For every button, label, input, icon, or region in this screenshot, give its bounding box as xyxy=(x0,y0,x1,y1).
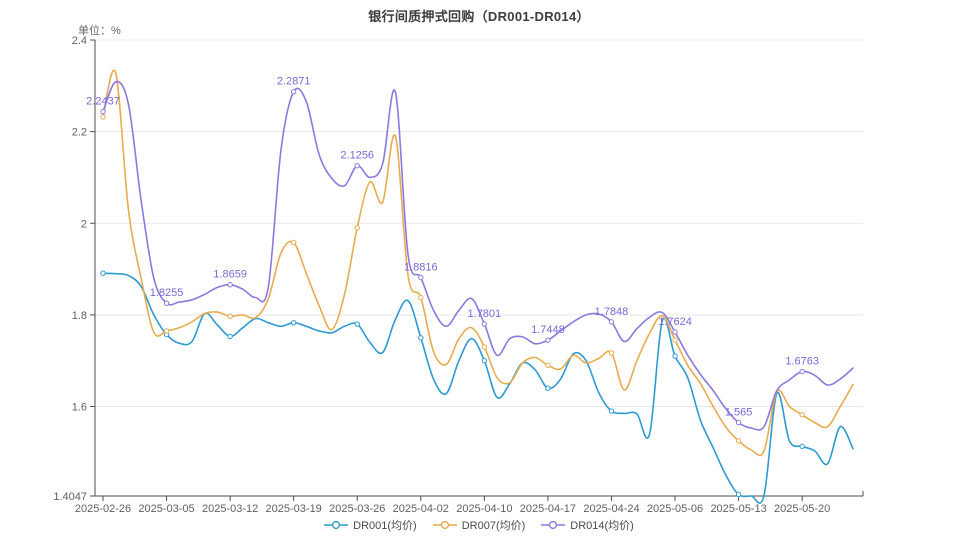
value-annotation: 1.8659 xyxy=(213,269,247,281)
data-point-marker-dr007[interactable] xyxy=(735,438,742,444)
value-annotation: 2.2871 xyxy=(277,76,311,88)
y-axis-tick-label: 1.4047 xyxy=(53,491,87,503)
value-annotation: 1.565 xyxy=(725,407,753,419)
data-point-marker-dr014[interactable] xyxy=(418,274,424,281)
data-point-marker-dr001[interactable] xyxy=(672,353,678,359)
x-axis-tick-label: 2025-05-06 xyxy=(647,503,703,515)
data-point-marker-dr001[interactable] xyxy=(481,358,488,364)
data-point-marker-dr014[interactable] xyxy=(672,329,678,335)
x-axis-tick-label: 2025-03-12 xyxy=(202,503,258,515)
data-point-marker-dr007[interactable] xyxy=(163,328,170,334)
data-point-marker-dr007[interactable] xyxy=(290,239,297,246)
legend-item-dr007[interactable]: DR007(均价) xyxy=(432,517,526,533)
series-line-dr014 xyxy=(102,80,854,431)
data-point-marker-dr001[interactable] xyxy=(608,408,615,414)
data-point-marker-dr007[interactable] xyxy=(799,412,805,418)
unit-label: 单位：% xyxy=(78,25,121,37)
data-point-marker-dr007[interactable] xyxy=(672,337,678,343)
series-line-dr007 xyxy=(102,69,854,457)
value-annotation: 1.6763 xyxy=(785,356,819,368)
x-axis-tick-label: 2025-04-10 xyxy=(456,503,512,515)
x-axis-tick-label: 2025-02-26 xyxy=(75,503,131,515)
data-point-marker-dr014[interactable] xyxy=(227,281,233,288)
data-point-marker-dr014[interactable] xyxy=(163,300,170,306)
y-axis-tick-label: 1.6 xyxy=(72,402,87,414)
x-axis-tick-label: 2025-05-20 xyxy=(774,503,830,515)
data-point-marker-dr014[interactable] xyxy=(290,89,297,95)
data-point-marker-dr014[interactable] xyxy=(799,368,805,375)
value-annotation: 1.7801 xyxy=(468,308,502,320)
data-point-marker-dr007[interactable] xyxy=(227,313,233,319)
data-point-marker-dr014[interactable] xyxy=(354,163,360,169)
legend-line-circle-icon xyxy=(541,520,566,530)
data-point-marker-dr007[interactable] xyxy=(100,114,106,120)
data-point-marker-dr001[interactable] xyxy=(418,335,424,341)
value-annotation: 2.1256 xyxy=(340,150,374,162)
data-point-marker-dr001[interactable] xyxy=(545,385,551,391)
value-annotation: 1.8255 xyxy=(150,287,184,299)
value-annotation: 1.7848 xyxy=(595,306,629,318)
legend-item-dr001[interactable]: DR001(均价) xyxy=(324,517,417,533)
legend-line-circle-icon xyxy=(432,520,457,530)
data-point-marker-dr001[interactable] xyxy=(290,319,297,326)
y-axis-tick-label: 1.8 xyxy=(72,310,87,322)
data-point-marker-dr014[interactable] xyxy=(608,319,615,325)
legend-label: DR007(均价) xyxy=(461,520,526,532)
x-axis-tick-label: 2025-04-24 xyxy=(583,503,639,515)
value-annotation: 2.2437 xyxy=(86,96,120,108)
legend-label: DR001(均价) xyxy=(353,520,417,532)
data-point-marker-dr014[interactable] xyxy=(545,337,551,343)
data-point-marker-dr007[interactable] xyxy=(481,344,488,350)
legend-item-dr014[interactable]: DR014(均价) xyxy=(541,517,634,533)
data-point-marker-dr007[interactable] xyxy=(354,225,360,231)
y-axis-tick-label: 2.4 xyxy=(72,35,87,47)
data-point-marker-dr007[interactable] xyxy=(418,294,424,301)
legend-line-circle-icon xyxy=(324,520,349,530)
data-point-marker-dr014[interactable] xyxy=(735,419,742,426)
value-annotation: 1.7448 xyxy=(531,324,565,336)
value-annotation: 1.7624 xyxy=(658,316,692,328)
data-point-marker-dr001[interactable] xyxy=(354,321,360,327)
data-point-marker-dr001[interactable] xyxy=(100,270,106,276)
data-point-marker-dr014[interactable] xyxy=(481,321,488,327)
x-axis-tick-label: 2025-03-05 xyxy=(138,503,194,515)
x-axis-tick-label: 2025-05-13 xyxy=(710,503,766,515)
x-axis-tick-label: 2025-03-19 xyxy=(266,503,322,515)
y-axis-tick-label: 2 xyxy=(81,218,87,230)
data-point-marker-dr001[interactable] xyxy=(227,333,233,340)
legend: DR001(均价) DR007(均价) DR014(均价) xyxy=(0,517,958,533)
x-axis-tick-label: 2025-04-02 xyxy=(393,503,449,515)
x-axis-tick-label: 2025-04-17 xyxy=(520,503,576,515)
legend-label: DR014(均价) xyxy=(570,520,634,532)
data-point-marker-dr014[interactable] xyxy=(100,108,106,115)
chart-title: 银行间质押式回购（DR001-DR014） xyxy=(368,9,590,24)
value-annotation: 1.8816 xyxy=(404,262,438,274)
y-axis-tick-label: 2.2 xyxy=(72,127,87,139)
x-axis-tick-label: 2025-03-26 xyxy=(329,503,385,515)
data-point-marker-dr001[interactable] xyxy=(735,491,742,498)
data-point-marker-dr007[interactable] xyxy=(608,350,615,356)
data-point-marker-dr007[interactable] xyxy=(545,362,551,368)
data-point-marker-dr001[interactable] xyxy=(799,443,805,450)
